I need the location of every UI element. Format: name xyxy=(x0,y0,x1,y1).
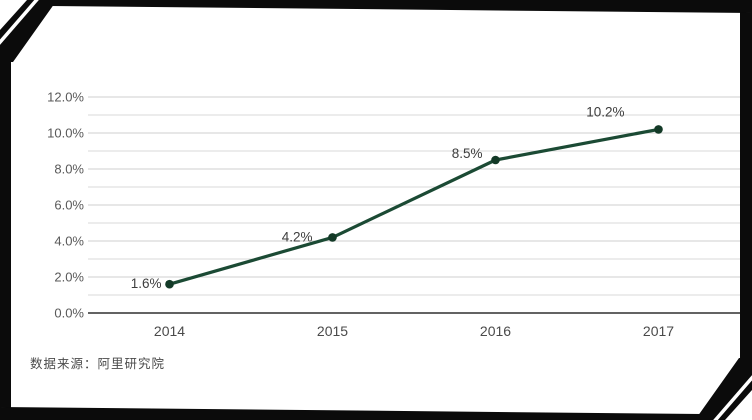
y-tick-label: 2.0% xyxy=(54,270,84,285)
frame-corner-top-left xyxy=(0,0,57,62)
x-tick-label: 2014 xyxy=(154,323,185,339)
y-tick-label: 0.0% xyxy=(54,306,84,321)
frame-stripe-bottom-right xyxy=(713,375,752,420)
data-point-label: 4.2% xyxy=(282,229,313,244)
frame-left-bar xyxy=(0,46,11,408)
y-axis-tick-labels: 0.0% 2.0% 4.0% 6.0% 8.0% 10.0% 12.0% xyxy=(47,90,84,321)
frame-corner-bottom-right xyxy=(695,358,752,420)
frame-right-bar xyxy=(740,12,752,374)
data-point-marker xyxy=(654,125,663,134)
data-point-marker xyxy=(328,233,337,242)
frame-top-bar xyxy=(43,0,752,13)
frame-bottom-bar xyxy=(0,407,709,420)
y-tick-label: 4.0% xyxy=(54,234,84,249)
x-tick-label: 2016 xyxy=(480,323,511,339)
source-note: 数据来源：阿里研究院 xyxy=(30,357,166,371)
frame-stripe-top-left xyxy=(0,0,39,45)
data-points xyxy=(165,125,663,289)
y-tick-label: 6.0% xyxy=(54,198,84,213)
data-point-label: 8.5% xyxy=(452,146,483,161)
data-point-marker xyxy=(491,155,500,165)
y-tick-label: 10.0% xyxy=(47,126,84,141)
data-point-marker xyxy=(165,279,174,289)
data-point-label: 1.6% xyxy=(131,276,162,291)
data-labels: 1.6% 4.2% 8.5% 10.2% xyxy=(131,104,625,291)
y-tick-label: 8.0% xyxy=(54,162,84,177)
x-axis-tick-labels: 2014 2015 2016 2017 xyxy=(154,323,674,339)
data-point-label: 10.2% xyxy=(586,104,624,119)
series-line xyxy=(167,127,661,286)
y-tick-label: 12.0% xyxy=(47,90,84,105)
x-tick-label: 2017 xyxy=(643,323,674,339)
x-tick-label: 2015 xyxy=(317,323,348,339)
